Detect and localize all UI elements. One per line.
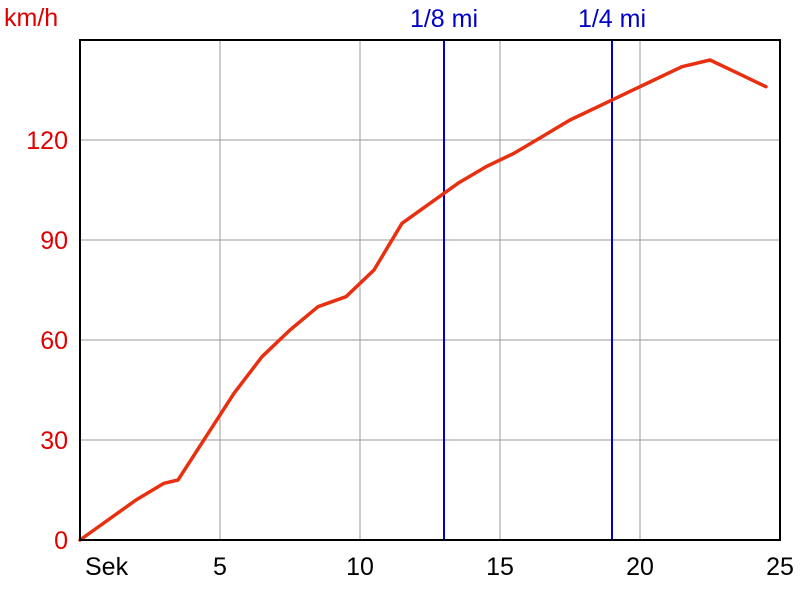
x-tick-labels: 5 10 15 20 25 — [213, 553, 794, 581]
x-axis-unit-label: Sek — [85, 553, 129, 581]
y-tick-labels: 0 30 60 90 120 — [26, 127, 68, 555]
y-tick-label: 60 — [40, 327, 68, 355]
y-axis-unit-label: km/h — [4, 4, 58, 32]
speed-series-line — [78, 58, 768, 542]
y-tick-label: 90 — [40, 227, 68, 255]
y-tick-label: 0 — [54, 527, 68, 555]
x-tick-label: 5 — [213, 553, 227, 581]
distance-marker-label: 1/8 mi — [410, 5, 478, 33]
series-group — [78, 58, 768, 542]
grid — [80, 40, 781, 541]
plot-frame — [79, 39, 781, 541]
x-tick-label: 20 — [626, 553, 654, 581]
y-tick-label: 120 — [26, 127, 68, 155]
x-tick-label: 10 — [346, 553, 374, 581]
distance-markers: 1/8 mi 1/4 mi — [410, 5, 646, 540]
x-tick-label: 25 — [766, 553, 794, 581]
x-tick-label: 15 — [486, 553, 514, 581]
distance-marker-label: 1/4 mi — [578, 5, 646, 33]
y-tick-label: 30 — [40, 427, 68, 455]
